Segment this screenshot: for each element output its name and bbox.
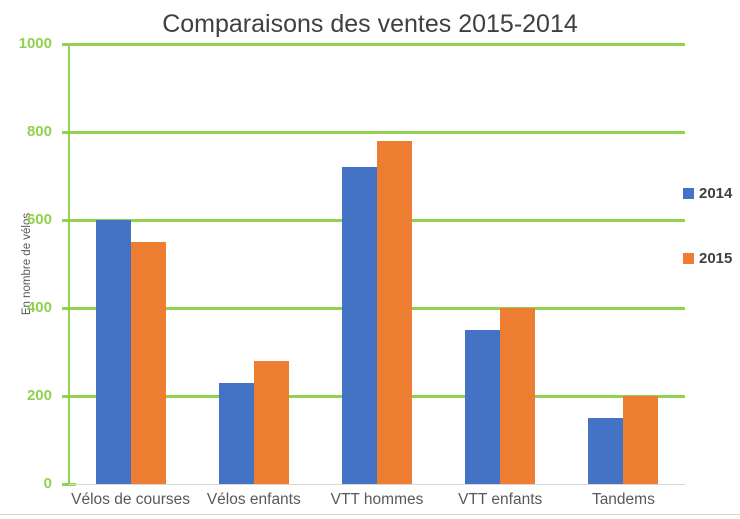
bar-2015-Vélos enfants	[253, 360, 289, 484]
bar-2014-Tandems	[588, 418, 624, 484]
category-label-2: VTT hommes	[330, 491, 424, 508]
y-tick-label-400: 400	[26, 299, 52, 316]
legend-label-2014: 2014	[699, 185, 733, 202]
category-label-1: Vélos enfants	[206, 491, 301, 508]
y-tick-label-1000: 1000	[18, 35, 52, 52]
legend-swatch-2015	[683, 253, 694, 264]
chart-title: Comparaisons des ventes 2015-2014	[162, 10, 578, 38]
y-tick-label-600: 600	[26, 211, 52, 228]
y-tick-label-800: 800	[26, 123, 52, 140]
bar-2015-Vélos de courses	[130, 242, 166, 484]
gridline-800	[69, 130, 685, 134]
x-axis-line	[69, 484, 685, 485]
legend-swatch-2014	[683, 188, 694, 199]
y-axis-tick-800	[62, 130, 76, 134]
plot-area	[62, 42, 685, 486]
category-label-4: Tandems	[591, 491, 655, 508]
bar-2015-VTT enfants	[500, 308, 536, 484]
category-label-0: Vélos de courses	[71, 491, 191, 508]
y-axis-tick-600	[62, 218, 76, 222]
bar-2014-VTT enfants	[465, 330, 501, 484]
chart-bottom-border	[0, 514, 740, 515]
legend-item-2015: 2015	[683, 251, 732, 266]
bar-2015-VTT hommes	[377, 140, 412, 484]
legend-label-2015: 2015	[699, 250, 733, 267]
bar-2014-Vélos enfants	[218, 382, 254, 484]
y-axis-tick-1000	[62, 42, 76, 46]
bar-2015-Tandems	[623, 396, 659, 484]
legend-item-2014: 2014	[683, 186, 732, 201]
bar-2014-VTT hommes	[342, 167, 377, 484]
y-tick-label-200: 200	[26, 387, 52, 404]
y-axis-tick-400	[62, 306, 76, 310]
y-tick-label-0: 0	[43, 475, 52, 492]
y-axis-tick-200	[62, 394, 76, 398]
gridline-1000	[69, 42, 685, 46]
y-axis-line	[68, 44, 70, 485]
category-label-3: VTT enfants	[458, 491, 543, 508]
bar-2014-Vélos de courses	[95, 220, 131, 484]
